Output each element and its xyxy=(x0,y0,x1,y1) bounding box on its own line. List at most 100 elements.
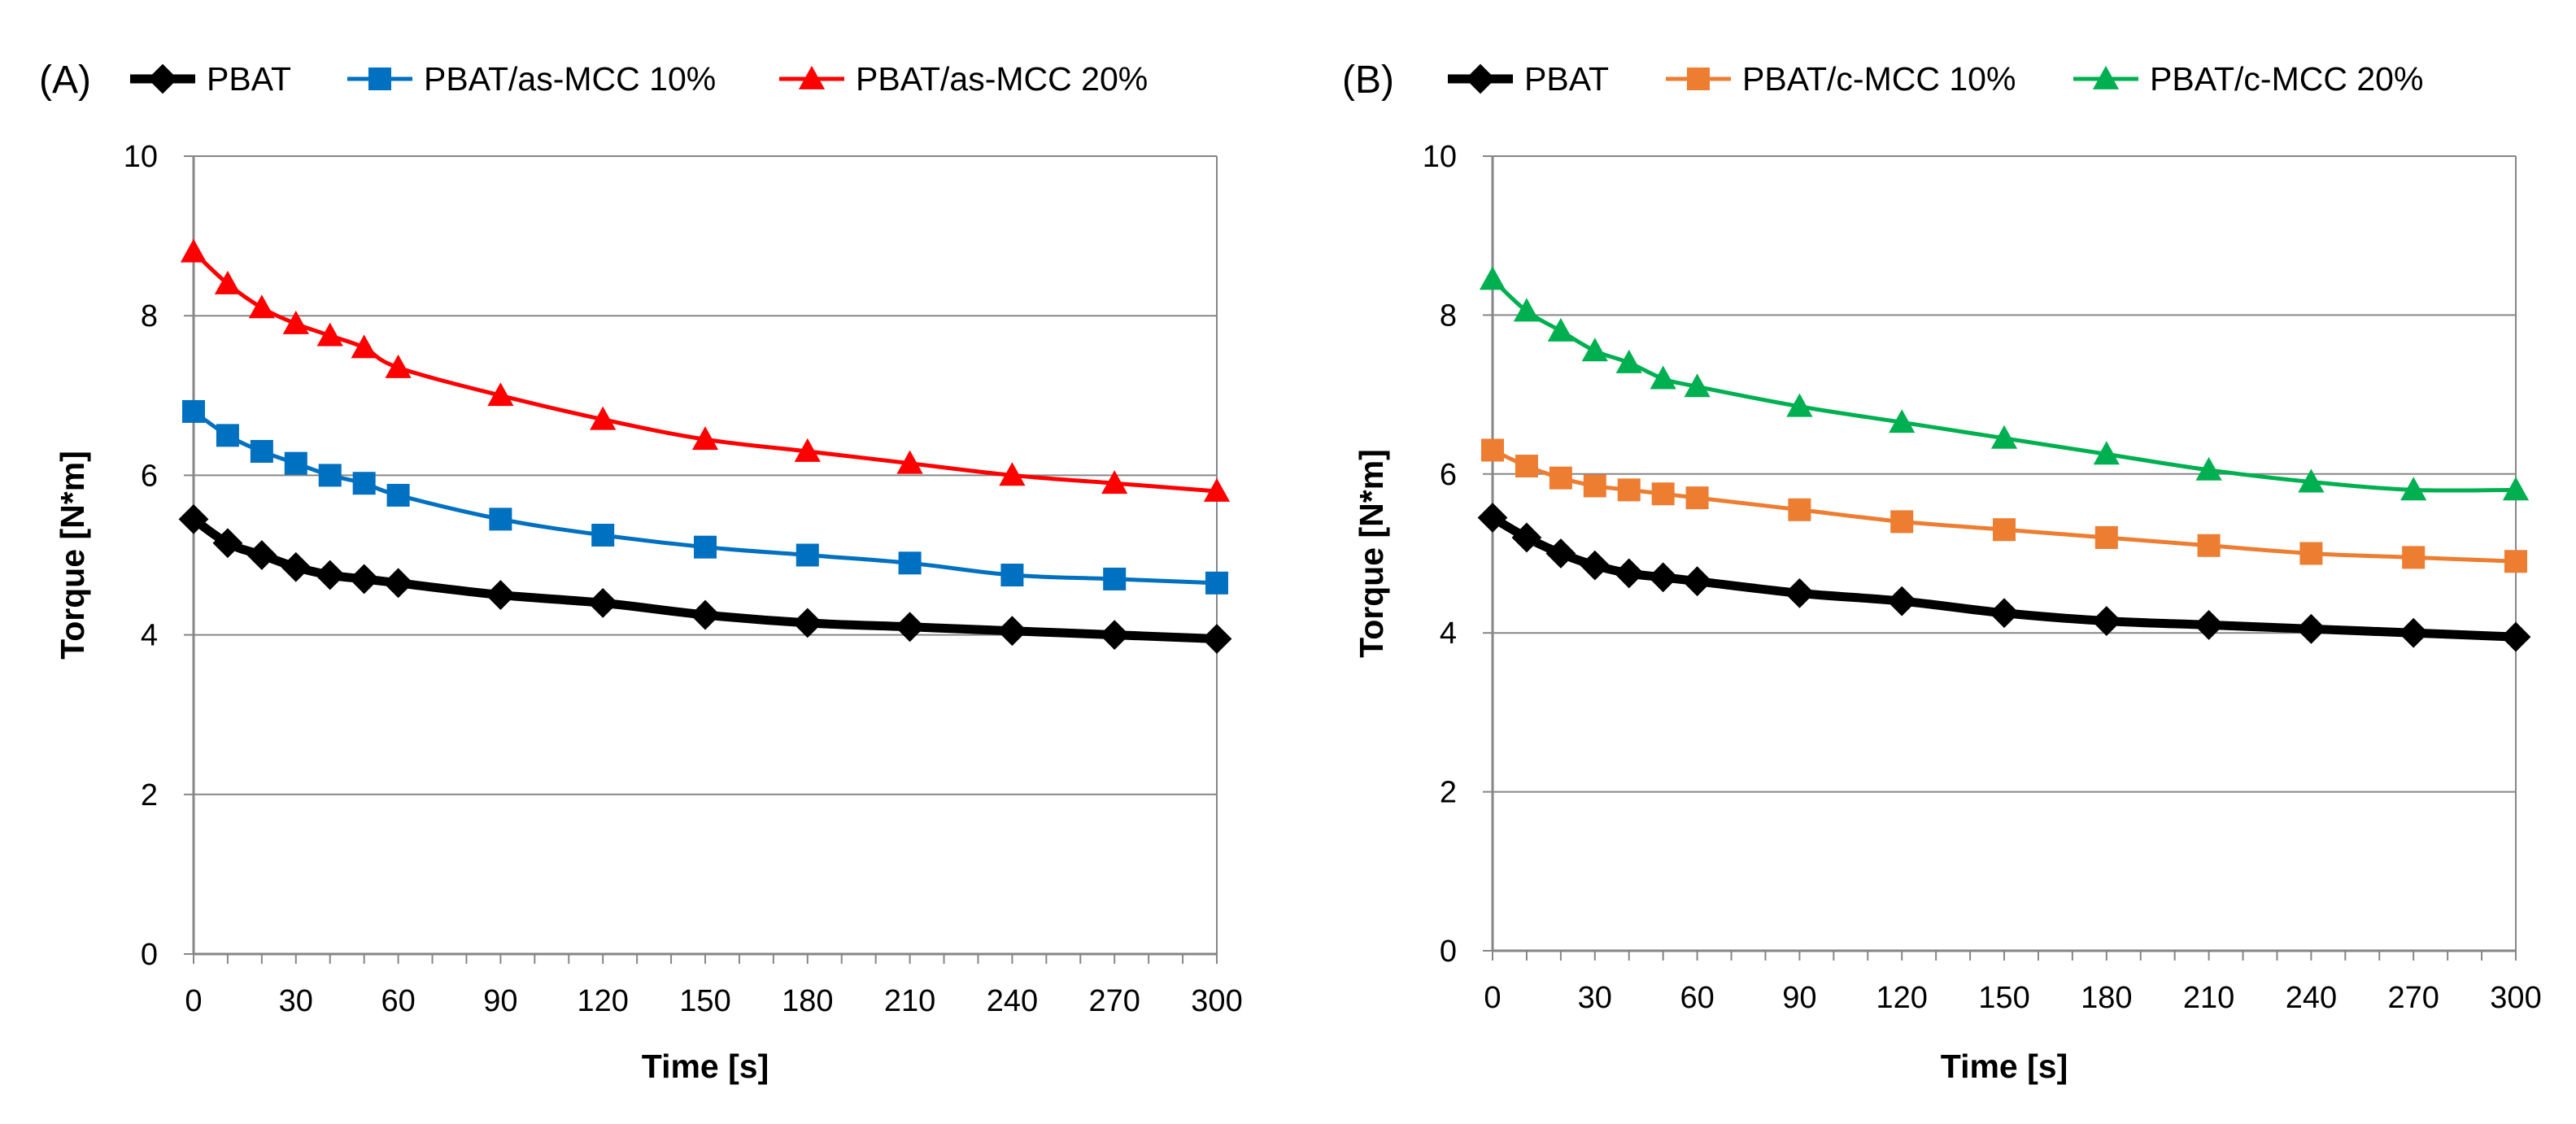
data-point xyxy=(1103,567,1127,590)
data-point xyxy=(1513,298,1541,322)
x-tick-label: 300 xyxy=(1191,984,1242,1018)
y-tick-label: 0 xyxy=(1440,934,1457,969)
data-point xyxy=(182,399,205,423)
data-point xyxy=(1989,598,2020,629)
series-pbat xyxy=(178,503,1232,654)
data-point xyxy=(489,508,512,531)
x-tick-label: 240 xyxy=(987,984,1038,1018)
data-point xyxy=(1682,566,1712,597)
x-tick-label: 300 xyxy=(2490,981,2541,1015)
data-point xyxy=(1581,338,1608,362)
data-point xyxy=(1549,466,1572,490)
data-point xyxy=(2296,613,2326,644)
data-point xyxy=(1580,550,1611,581)
data-point xyxy=(383,568,413,599)
data-point xyxy=(1785,577,1815,608)
data-point xyxy=(250,439,273,463)
data-point xyxy=(1685,486,1709,510)
data-point xyxy=(1684,373,1711,398)
data-point xyxy=(386,483,410,507)
data-point xyxy=(2504,550,2527,573)
data-point xyxy=(2197,534,2221,557)
legend-label: PBAT/c-MCC 10% xyxy=(1742,60,2016,98)
data-point xyxy=(590,406,617,430)
data-point xyxy=(794,438,821,462)
x-tick-label: 90 xyxy=(483,984,517,1018)
legend-item: PBAT/c-MCC 20% xyxy=(2073,60,2423,98)
data-point xyxy=(487,382,514,407)
data-point xyxy=(1479,266,1506,290)
data-point xyxy=(694,535,717,559)
data-point xyxy=(1545,538,1576,569)
x-tick-label: 120 xyxy=(577,984,628,1018)
data-point xyxy=(216,424,239,447)
data-point xyxy=(691,426,719,451)
series-pbat-as-mcc-20- xyxy=(180,238,1231,502)
data-point xyxy=(2298,468,2325,493)
legend-item: PBAT xyxy=(130,60,291,98)
x-tick-label: 180 xyxy=(2081,981,2132,1015)
data-point xyxy=(385,354,412,378)
panel-label: (B) xyxy=(1342,59,1394,102)
data-point xyxy=(1614,558,1645,589)
y-tick-label: 6 xyxy=(141,459,158,493)
x-tick-label: 210 xyxy=(2183,981,2234,1015)
data-point xyxy=(351,334,377,359)
data-point xyxy=(282,310,309,334)
data-point xyxy=(1511,522,1542,553)
x-tick-label: 270 xyxy=(1088,984,1140,1018)
legend-item: PBAT/as-MCC 10% xyxy=(347,60,716,98)
data-point xyxy=(997,616,1027,647)
data-point xyxy=(1547,317,1574,342)
legend-label: PBAT/as-MCC 20% xyxy=(856,60,1148,98)
series-line xyxy=(192,250,1218,494)
data-point xyxy=(1615,349,1642,373)
legend-marker xyxy=(1687,68,1710,90)
data-point xyxy=(1203,477,1231,502)
x-tick-label: 30 xyxy=(1578,981,1612,1015)
x-tick-label: 60 xyxy=(381,984,415,1018)
data-point xyxy=(690,599,721,630)
x-tick-label: 90 xyxy=(1782,981,1816,1015)
x-tick-label: 120 xyxy=(1876,981,1927,1015)
data-point xyxy=(2091,606,2122,636)
data-point xyxy=(1650,365,1676,390)
series-pbat-as-mcc-10- xyxy=(182,399,1228,595)
data-point xyxy=(1201,624,1232,654)
data-point xyxy=(898,551,922,575)
data-point xyxy=(1101,470,1128,494)
legend-item: PBAT xyxy=(1448,60,1609,98)
series-pbat-c-mcc-20- xyxy=(1479,266,2530,501)
data-point xyxy=(486,580,516,610)
data-point xyxy=(792,608,823,638)
data-point xyxy=(1515,455,1538,478)
data-point xyxy=(1886,586,1917,616)
legend-item: PBAT/c-MCC 10% xyxy=(1666,60,2016,98)
data-point xyxy=(2195,456,2222,481)
data-point xyxy=(2402,546,2426,569)
data-point xyxy=(1651,482,1675,506)
y-axis-title: Torque [N*m] xyxy=(1353,449,1390,658)
data-point xyxy=(315,560,346,590)
x-tick-label: 60 xyxy=(1680,981,1714,1015)
y-tick-label: 10 xyxy=(124,140,158,174)
series-line xyxy=(1491,448,2517,564)
x-tick-label: 240 xyxy=(2286,981,2337,1015)
x-tick-label: 150 xyxy=(679,984,730,1018)
y-tick-label: 6 xyxy=(1440,458,1457,492)
legend-item: PBAT/as-MCC 20% xyxy=(779,60,1148,98)
y-tick-label: 10 xyxy=(1423,140,1457,174)
y-tick-label: 2 xyxy=(141,778,158,813)
y-tick-label: 4 xyxy=(141,619,158,653)
x-tick-label: 150 xyxy=(1978,981,2029,1015)
series-line xyxy=(1491,277,2517,493)
y-tick-label: 4 xyxy=(1440,616,1457,651)
legend-marker xyxy=(2092,65,2120,89)
data-point xyxy=(212,528,243,559)
data-point xyxy=(895,612,925,643)
data-point xyxy=(2398,617,2429,648)
data-point xyxy=(1000,564,1024,587)
series-pbat-c-mcc-10- xyxy=(1481,438,2527,573)
x-tick-label: 0 xyxy=(1484,981,1501,1015)
